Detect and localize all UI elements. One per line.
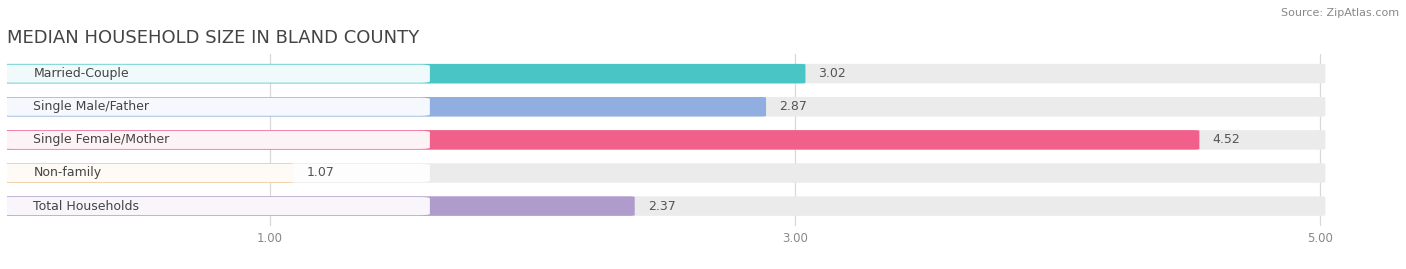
Text: 4.52: 4.52 [1212, 133, 1240, 146]
FancyBboxPatch shape [1, 64, 806, 83]
Text: Source: ZipAtlas.com: Source: ZipAtlas.com [1281, 8, 1399, 18]
Text: Single Male/Father: Single Male/Father [34, 100, 149, 113]
Text: 2.37: 2.37 [648, 200, 676, 213]
Text: Single Female/Mother: Single Female/Mother [34, 133, 170, 146]
FancyBboxPatch shape [1, 64, 1326, 83]
Text: 2.87: 2.87 [779, 100, 807, 113]
FancyBboxPatch shape [1, 97, 1326, 116]
FancyBboxPatch shape [1, 163, 1326, 183]
FancyBboxPatch shape [1, 98, 430, 116]
FancyBboxPatch shape [1, 197, 430, 215]
FancyBboxPatch shape [1, 164, 430, 182]
FancyBboxPatch shape [1, 97, 766, 116]
Text: Total Households: Total Households [34, 200, 139, 213]
FancyBboxPatch shape [1, 65, 430, 83]
Text: MEDIAN HOUSEHOLD SIZE IN BLAND COUNTY: MEDIAN HOUSEHOLD SIZE IN BLAND COUNTY [7, 29, 419, 47]
FancyBboxPatch shape [1, 130, 1199, 150]
Text: Married-Couple: Married-Couple [34, 67, 129, 80]
Text: 1.07: 1.07 [307, 167, 335, 179]
Text: Non-family: Non-family [34, 167, 101, 179]
FancyBboxPatch shape [1, 196, 634, 216]
Text: 3.02: 3.02 [818, 67, 846, 80]
FancyBboxPatch shape [1, 131, 430, 149]
FancyBboxPatch shape [1, 163, 294, 183]
FancyBboxPatch shape [1, 196, 1326, 216]
FancyBboxPatch shape [1, 130, 1326, 150]
